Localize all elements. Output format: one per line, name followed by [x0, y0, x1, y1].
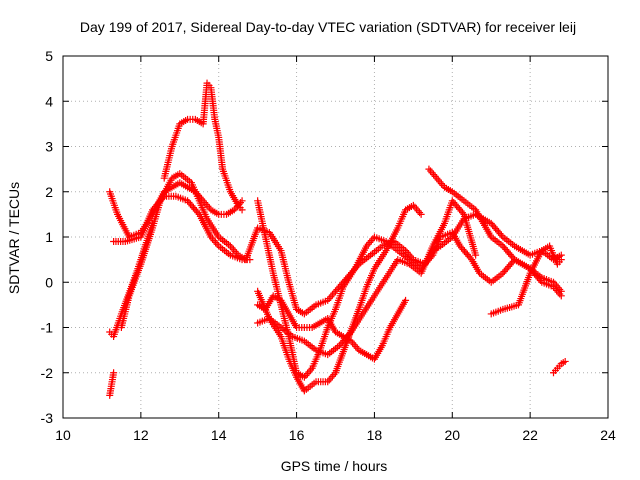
- data-point-marker: [327, 293, 335, 301]
- data-point-marker: [472, 251, 480, 259]
- x-tick-label: 16: [289, 427, 305, 443]
- x-tick-label: 18: [367, 427, 383, 443]
- data-point-marker: [561, 357, 569, 365]
- data-point-marker: [557, 287, 565, 295]
- data-point-marker: [194, 209, 202, 217]
- data-point-marker: [213, 240, 221, 248]
- axis-ticks: [62, 55, 609, 419]
- data-point-marker: [426, 167, 434, 175]
- data-point-marker: [416, 209, 424, 217]
- data-point-marker: [431, 172, 439, 180]
- data-point-marker: [325, 376, 333, 384]
- data-point-marker: [350, 341, 358, 349]
- y-axis-label: SDTVAR / TECUs: [6, 182, 22, 294]
- series-track-1: [106, 79, 246, 341]
- data-point-marker: [210, 237, 218, 245]
- data-point-marker: [305, 368, 313, 376]
- chart-title: Day 199 of 2017, Sidereal Day-to-day VTE…: [80, 19, 576, 35]
- data-point-marker: [328, 372, 336, 380]
- data-point-marker: [557, 256, 565, 264]
- data-point-marker: [369, 235, 377, 243]
- data-point-marker: [436, 178, 444, 186]
- x-tick-label: 20: [444, 427, 460, 443]
- series-track-8: [550, 357, 569, 377]
- y-tick-label: 0: [45, 274, 53, 290]
- data-point-marker: [346, 330, 354, 338]
- data-point-marker: [437, 180, 445, 188]
- y-tick-label: 1: [45, 229, 53, 245]
- grid-lines: [63, 56, 608, 418]
- y-tick-labels: -3 -2 -1 0 1 2 3 4 5: [41, 48, 54, 426]
- data-point-marker: [238, 197, 246, 205]
- data-point-marker: [327, 374, 335, 382]
- data-point-marker: [497, 231, 505, 239]
- x-tick-label: 12: [133, 427, 149, 443]
- data-point-marker: [212, 238, 220, 246]
- y-tick-label: -3: [41, 410, 54, 426]
- data-point-marker: [417, 210, 425, 218]
- x-axis-label: GPS time / hours: [281, 458, 388, 474]
- data-point-marker: [246, 256, 254, 264]
- y-tick-label: 4: [45, 93, 53, 109]
- data-point-marker: [204, 202, 212, 210]
- data-point-marker: [228, 244, 236, 252]
- data-point-marker: [352, 343, 360, 351]
- y-tick-label: -2: [41, 365, 54, 381]
- data-point-marker: [414, 207, 422, 215]
- x-tick-label: 22: [522, 427, 538, 443]
- data-point-marker: [110, 369, 118, 377]
- data-markers: [106, 79, 569, 399]
- data-point-marker: [230, 246, 238, 254]
- y-tick-label: -1: [41, 320, 54, 336]
- data-point-marker: [466, 254, 474, 262]
- series-track-6: [254, 165, 565, 395]
- data-point-marker: [328, 291, 336, 299]
- x-tick-label: 24: [600, 427, 616, 443]
- y-tick-label: 5: [45, 48, 53, 64]
- y-tick-label: 2: [45, 184, 53, 200]
- data-point-marker: [159, 194, 167, 202]
- data-point-marker: [238, 206, 246, 214]
- data-point-marker: [402, 296, 410, 304]
- data-point-marker: [430, 171, 438, 179]
- data-point-marker: [425, 165, 433, 173]
- data-point-marker: [459, 209, 467, 217]
- y-tick-label: 3: [45, 139, 53, 155]
- series-track-3: [106, 179, 246, 241]
- x-tick-labels: 10 12 14 16 18 20 22 24: [55, 427, 616, 443]
- data-point-marker: [433, 174, 441, 182]
- data-point-marker: [366, 238, 374, 246]
- series-track-5: [254, 197, 565, 381]
- data-point-marker: [202, 200, 210, 208]
- data-point-marker: [411, 203, 419, 211]
- x-tick-label: 14: [211, 427, 227, 443]
- x-tick-label: 10: [55, 427, 71, 443]
- series-track-7: [254, 197, 565, 359]
- data-point-marker: [428, 169, 436, 177]
- data-point-marker: [434, 176, 442, 184]
